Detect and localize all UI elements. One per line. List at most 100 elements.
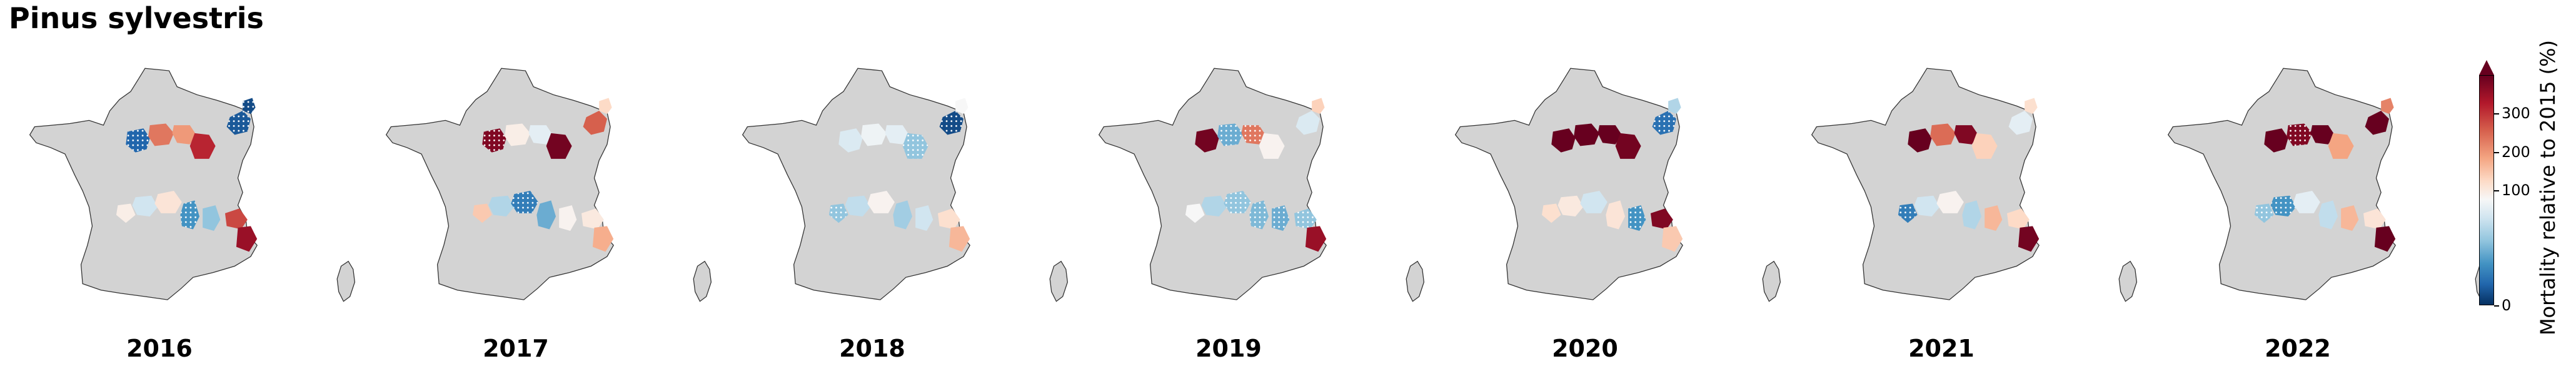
region-nw2 <box>861 123 887 146</box>
map-panel-2021 <box>1794 56 2138 307</box>
region-hatch-nc1 <box>1241 125 1265 145</box>
region-se2 <box>2018 226 2040 252</box>
region-ne2 <box>2025 98 2038 114</box>
region-cw1 <box>116 203 136 223</box>
france-mainland <box>29 68 258 300</box>
year-label-2020: 2020 <box>1552 335 1618 362</box>
region-hatch-cc2 <box>1249 200 1269 230</box>
region-nc1 <box>528 125 553 145</box>
region-se2 <box>592 226 614 252</box>
colorbar-extend-arrow <box>2479 60 2494 75</box>
region-cw2 <box>488 195 515 216</box>
france-mainland <box>1811 68 2040 300</box>
corsica <box>336 260 356 302</box>
colorbar-gradient <box>2479 75 2494 305</box>
region-cc2 <box>536 200 556 230</box>
region-se2 <box>1661 226 1683 252</box>
region-nc2 <box>1971 133 1998 159</box>
region-ce1 <box>2341 205 2359 231</box>
map-panel-2017 <box>369 56 712 307</box>
region-nw1 <box>1908 128 1932 153</box>
colorbar-tick <box>2494 190 2499 191</box>
region-ce1 <box>915 205 933 231</box>
region-cc1 <box>1580 191 1607 213</box>
map-panel-2019 <box>1082 56 1425 307</box>
region-hatch-ne1 <box>939 111 963 135</box>
region-hatch-nw2 <box>2287 123 2313 146</box>
region-cc2 <box>893 200 913 230</box>
region-hatch-se1 <box>1294 208 1317 230</box>
region-cc1 <box>2293 191 2320 213</box>
france-map <box>742 68 1069 302</box>
region-hatch-ne2 <box>243 98 256 114</box>
colorbar-tick <box>2494 151 2499 153</box>
region-nc2 <box>189 133 216 159</box>
region-cw1 <box>472 203 492 223</box>
region-cc2 <box>1962 200 1982 230</box>
france-mainland <box>742 68 970 300</box>
region-cw1 <box>1541 203 1561 223</box>
france-mainland <box>1454 68 1683 300</box>
region-nc2 <box>1259 133 1285 159</box>
region-hatch-cw1 <box>1898 203 1918 223</box>
region-nw2 <box>505 123 531 146</box>
region-nw1 <box>1551 128 1576 153</box>
region-ne2 <box>1668 98 1681 114</box>
region-se1 <box>1651 208 1673 230</box>
corsica <box>693 260 712 302</box>
figure-title: Pinus sylvestris <box>9 1 264 35</box>
map-panel-2016 <box>13 56 356 307</box>
year-label-2019: 2019 <box>1195 335 1262 362</box>
year-label-2021: 2021 <box>1908 335 1975 362</box>
map-panel-2020 <box>1438 56 1781 307</box>
region-se2 <box>1305 226 1327 252</box>
colorbar-tick <box>2494 305 2499 307</box>
region-nc2 <box>546 133 572 159</box>
year-label-2018: 2018 <box>839 335 905 362</box>
region-hatch-nc2 <box>902 133 928 159</box>
france-map <box>385 68 712 302</box>
region-cc1 <box>867 191 895 213</box>
year-label-2017: 2017 <box>483 335 549 362</box>
region-cc1 <box>1936 191 1964 213</box>
france-mainland <box>1098 68 1327 300</box>
region-nc1 <box>2310 125 2335 145</box>
region-nw2 <box>1574 123 1600 146</box>
colorbar-label: Mortality relative to 2015 (%) <box>2536 39 2560 336</box>
region-ne2 <box>955 98 969 114</box>
region-cc2 <box>2318 200 2338 230</box>
region-ne2 <box>1312 98 1325 114</box>
colorbar-tick-label: 200 <box>2502 143 2530 161</box>
region-ce1 <box>1985 205 2003 231</box>
region-cw2 <box>1557 195 1584 216</box>
france-map <box>2167 68 2494 302</box>
france-mainland <box>385 68 614 300</box>
colorbar: 0 100 200 300 <box>2479 75 2530 313</box>
region-cw1 <box>1185 203 1205 223</box>
region-hatch-ce1 <box>1272 205 1290 231</box>
region-nw1 <box>838 128 863 153</box>
colorbar-tick-label: 300 <box>2502 104 2530 123</box>
region-nc1 <box>172 125 196 145</box>
france-map <box>1098 68 1425 302</box>
region-ne1 <box>1296 111 1320 135</box>
year-label-2016: 2016 <box>126 335 193 362</box>
region-hatch-ne1 <box>1652 111 1676 135</box>
region-hatch-ne1 <box>226 111 251 135</box>
region-nc1 <box>1954 125 1978 145</box>
corsica <box>2118 260 2138 302</box>
region-se1 <box>581 208 604 230</box>
region-nw1 <box>2264 128 2288 153</box>
region-hatch-nw1 <box>482 128 506 153</box>
region-ne2 <box>599 98 612 114</box>
region-se2 <box>948 226 970 252</box>
france-map <box>29 68 356 302</box>
region-nw1 <box>1195 128 1219 153</box>
region-cw2 <box>845 195 871 216</box>
colorbar-tick-label: 0 <box>2502 297 2512 314</box>
corsica <box>1406 260 1425 302</box>
region-nw2 <box>1930 123 1956 146</box>
region-se1 <box>938 208 960 230</box>
map-panel-2022 <box>2151 56 2494 307</box>
region-cc1 <box>154 191 182 213</box>
